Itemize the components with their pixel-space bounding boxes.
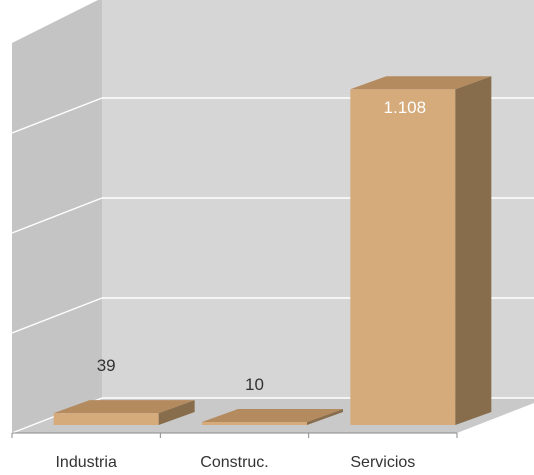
- bar-front-face: [53, 413, 159, 425]
- gridline-side: [11, 297, 103, 334]
- bar-side-face: [455, 76, 492, 425]
- data-label: 39: [97, 356, 116, 375]
- bar-construc: [202, 408, 343, 425]
- bar-front-face: [350, 89, 456, 425]
- gridline-side: [11, 197, 103, 234]
- data-label: 10: [245, 375, 264, 394]
- x-tick-label: Construc.: [200, 454, 268, 470]
- bar-side-face: [307, 408, 343, 425]
- bars: [53, 76, 492, 425]
- bar-top-face: [350, 76, 492, 90]
- labels: 39 Industria 10 Construc. 1.108 Servicios: [55, 98, 427, 471]
- gridline-side: [11, 97, 103, 134]
- data-label: 1.108: [384, 98, 427, 117]
- x-axis: [11, 432, 458, 438]
- side-wall: [12, 0, 102, 433]
- bar-side-face: [158, 400, 195, 425]
- bar-industria: [53, 400, 195, 425]
- bar-top-face: [53, 400, 195, 414]
- x-tick-label: Industria: [55, 454, 116, 470]
- bar-top-face: [202, 408, 343, 422]
- x-tick-label: Servicios: [350, 454, 415, 470]
- bar-servicios: [350, 76, 492, 425]
- bar-front-face: [202, 421, 307, 425]
